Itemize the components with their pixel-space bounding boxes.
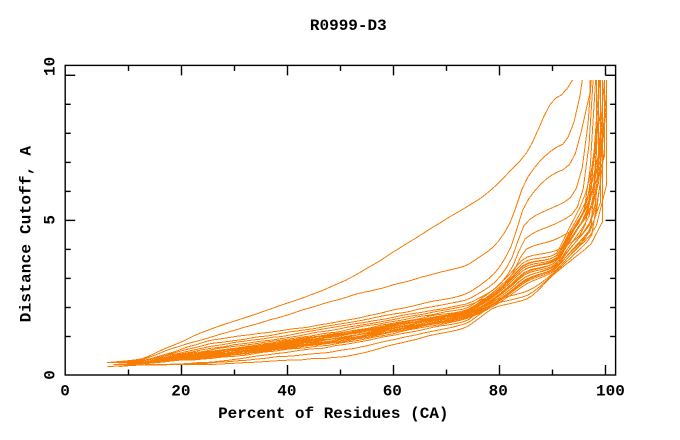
svg-text:Percent of Residues (CA): Percent of Residues (CA) (218, 405, 448, 423)
svg-text:100: 100 (596, 383, 625, 401)
svg-text:5: 5 (42, 215, 60, 225)
svg-text:10: 10 (42, 57, 60, 76)
svg-text:Distance Cutoff, A: Distance Cutoff, A (18, 146, 36, 323)
svg-text:40: 40 (277, 383, 296, 401)
svg-text:60: 60 (383, 383, 402, 401)
svg-text:20: 20 (171, 383, 190, 401)
svg-text:0: 0 (42, 370, 60, 380)
svg-text:0: 0 (60, 383, 70, 401)
svg-text:80: 80 (489, 383, 508, 401)
svg-text:R0999-D3: R0999-D3 (310, 17, 387, 35)
